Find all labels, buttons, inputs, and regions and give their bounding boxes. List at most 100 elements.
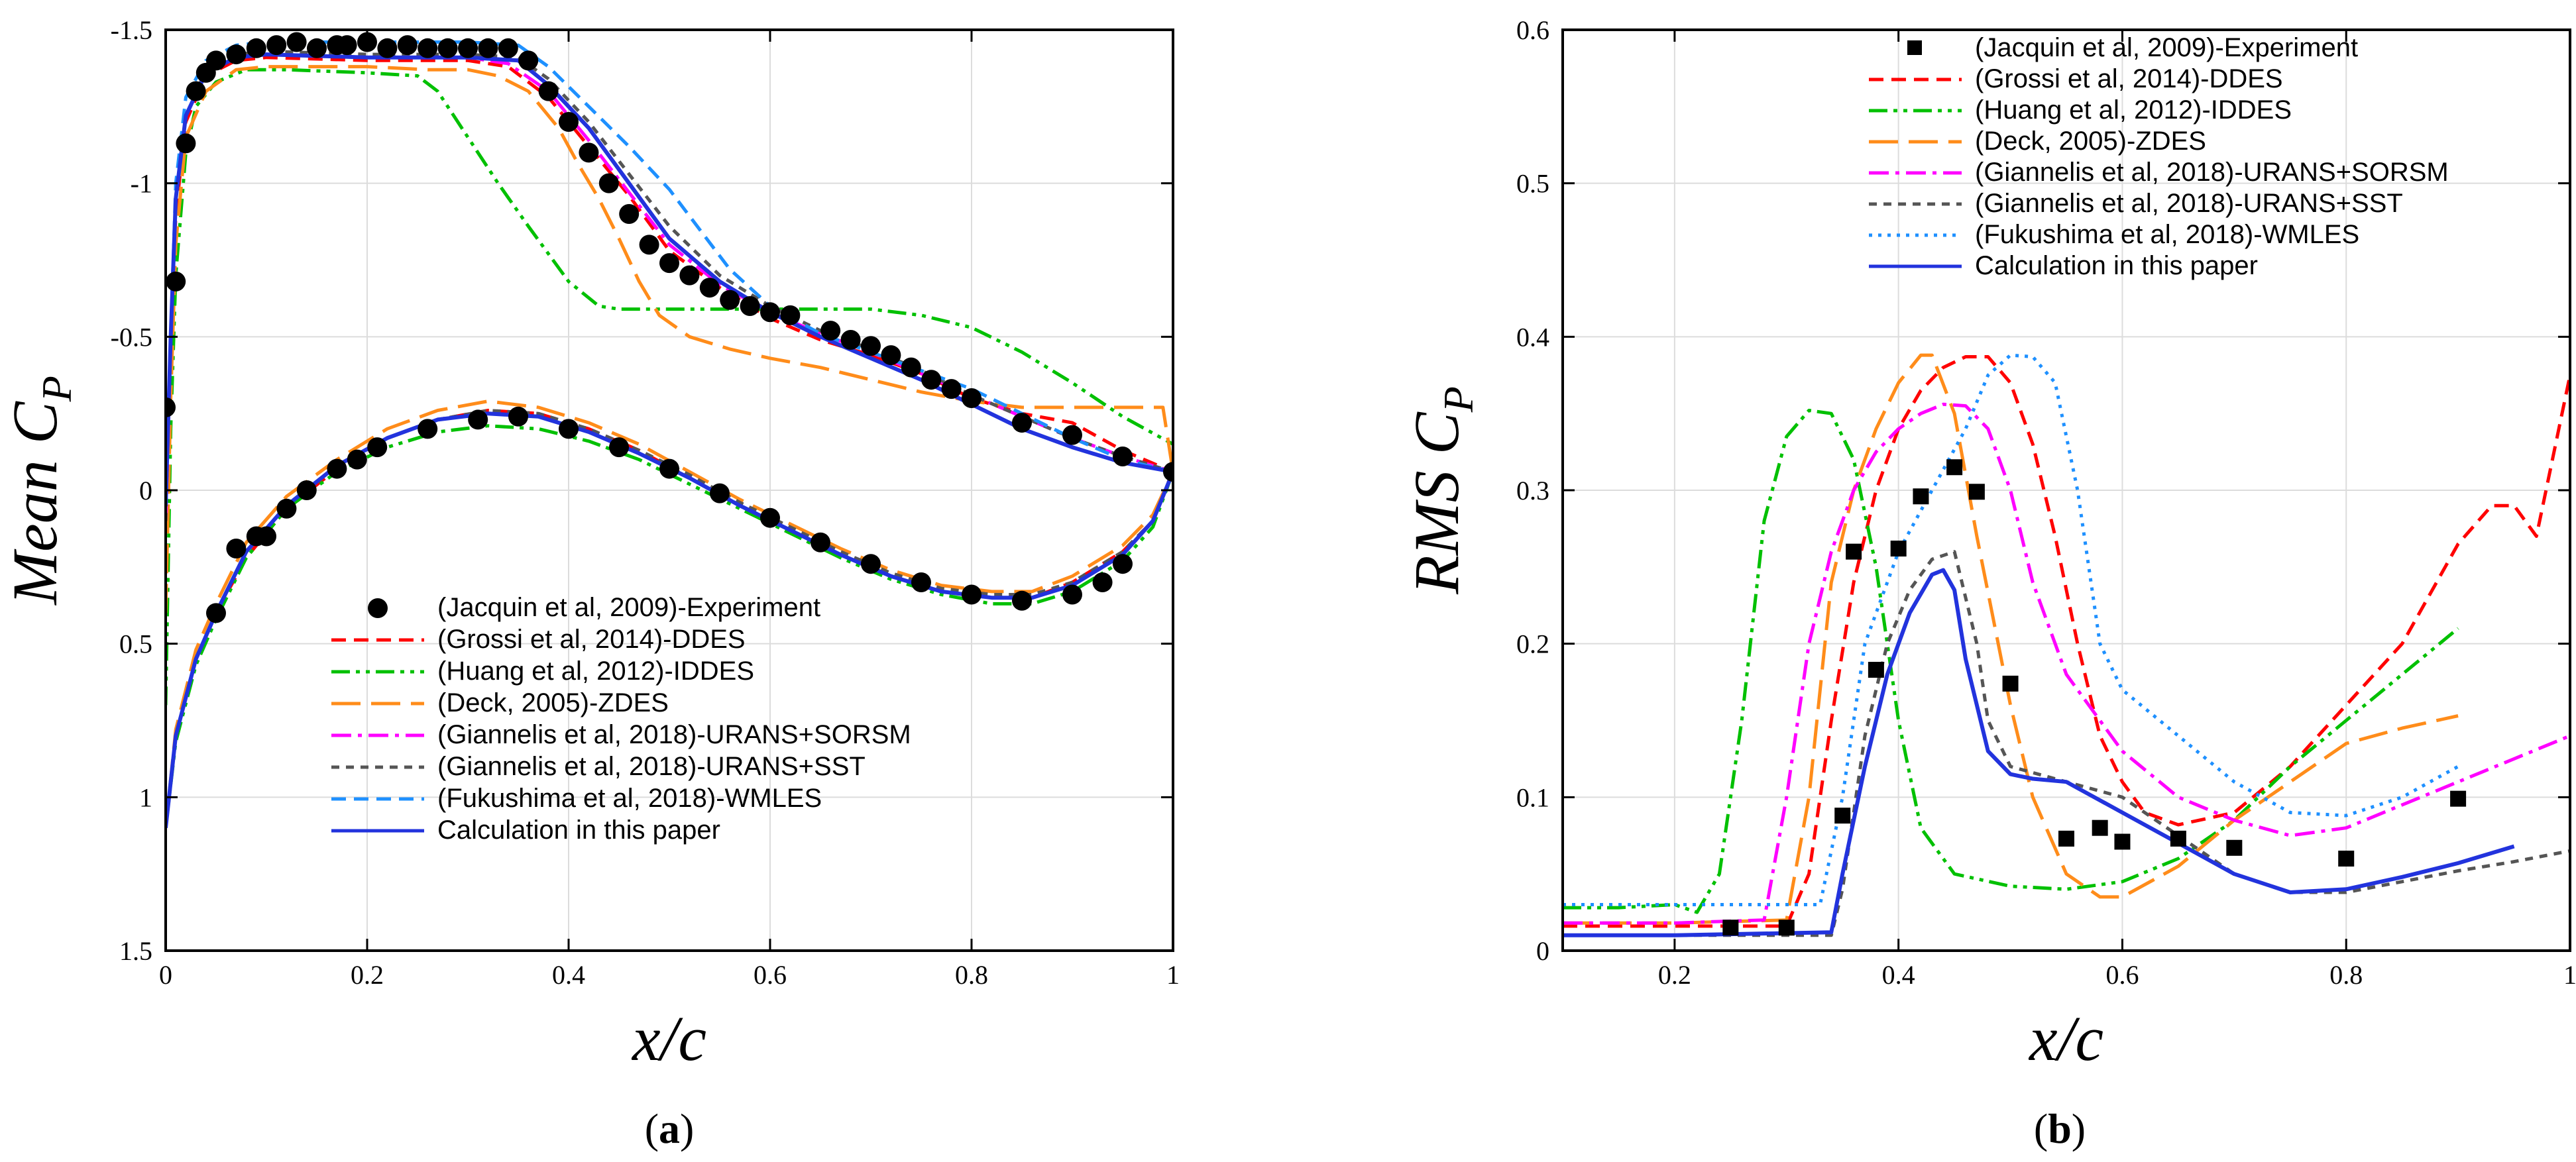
legend-entry: (Grossi et al, 2014)-DDES xyxy=(331,625,746,654)
data-point-marker xyxy=(337,35,357,56)
data-point-marker xyxy=(518,50,539,71)
y-tick-label: 0 xyxy=(139,476,152,505)
x-tick-label: 1 xyxy=(2563,960,2576,990)
data-point-marker xyxy=(468,409,488,430)
data-point-marker xyxy=(1890,541,1907,557)
data-point-marker xyxy=(760,507,780,528)
data-point-marker xyxy=(840,329,861,350)
data-point-marker xyxy=(1012,413,1032,433)
x-tick-label: 0.6 xyxy=(2105,960,2139,990)
y-tick-label: 0.3 xyxy=(1516,476,1549,505)
legend-label: (Deck, 2005)-ZDES xyxy=(437,688,669,717)
data-point-marker xyxy=(2338,851,2355,867)
data-point-marker xyxy=(357,32,377,52)
data-point-marker xyxy=(1012,590,1032,611)
legend-label: (Huang et al, 2012)-IDDES xyxy=(1975,95,2292,125)
data-point-marker xyxy=(659,253,679,274)
data-point-marker xyxy=(246,38,266,58)
legend-label: (Fukushima et al, 2018)-WMLES xyxy=(437,784,822,813)
series-line xyxy=(166,49,1173,521)
legend-label: (Giannelis et al, 2018)-URANS+SORSM xyxy=(1975,158,2449,187)
data-point-marker xyxy=(2058,830,2074,847)
data-point-marker xyxy=(186,81,206,101)
data-point-marker xyxy=(226,539,247,559)
data-point-marker xyxy=(921,370,942,390)
y-tick-label: -1.5 xyxy=(111,15,152,45)
data-point-marker xyxy=(1968,484,1985,500)
legend-label: (Fukushima et al, 2018)-WMLES xyxy=(1975,220,2359,249)
y-tick-label: 0 xyxy=(1536,936,1549,966)
x-tick-label: 0.2 xyxy=(1658,960,1691,990)
legend-marker xyxy=(368,598,388,618)
legend-entry: (Jacquin et al, 2009)-Experiment xyxy=(1907,33,2358,62)
data-point-marker xyxy=(508,406,528,427)
data-point-marker xyxy=(266,35,287,56)
x-tick-label: 0.4 xyxy=(552,960,585,990)
y-tick-label: -1 xyxy=(131,169,152,199)
data-point-marker xyxy=(256,526,276,547)
legend-entry: Calculation in this paper xyxy=(331,816,720,845)
panel-a-mean-cp: 0 0.2 0.4 0.6 0.8 1 -1.5 -1 -0.5 0 0.5 1 1.5 x/c Mean … xyxy=(0,15,1180,1152)
legend-entry: (Fukushima et al, 2018)-WMLES xyxy=(1869,220,2359,249)
data-point-marker xyxy=(418,419,438,439)
data-point-marker xyxy=(1846,543,1862,560)
data-point-marker xyxy=(166,397,176,417)
data-point-marker xyxy=(901,357,921,378)
data-point-marker xyxy=(377,38,398,58)
data-point-marker xyxy=(1946,459,1963,476)
series-line xyxy=(1563,550,2570,937)
series-line xyxy=(166,424,1173,828)
legend-entry: (Deck, 2005)-ZDES xyxy=(1869,127,2206,156)
series-line xyxy=(1563,353,2459,925)
data-point-marker xyxy=(2170,830,2186,847)
series-line xyxy=(1563,402,2570,925)
data-point-marker xyxy=(559,419,579,439)
data-point-marker xyxy=(679,265,700,286)
data-point-marker xyxy=(176,133,196,154)
series-line xyxy=(166,409,1173,828)
data-point-marker xyxy=(740,296,760,316)
data-point-marker xyxy=(699,278,720,298)
data-point-marker xyxy=(811,532,830,553)
data-point-marker xyxy=(559,112,579,132)
y-tick-label: 0.4 xyxy=(1516,322,1549,352)
data-point-marker xyxy=(458,38,478,58)
data-point-marker xyxy=(1722,920,1739,936)
data-point-marker xyxy=(437,38,458,58)
data-point-marker xyxy=(911,572,931,592)
y-tick-label: 0.6 xyxy=(1516,15,1549,45)
data-point-marker xyxy=(206,50,226,71)
legend-entry: Calculation in this paper xyxy=(1869,251,2258,280)
data-point-marker xyxy=(2450,790,2467,807)
data-point-marker xyxy=(720,290,740,310)
legend-label: (Jacquin et al, 2009)-Experiment xyxy=(1975,33,2358,62)
data-point-marker xyxy=(397,35,418,56)
data-point-marker xyxy=(1778,920,1795,936)
data-point-marker xyxy=(1163,462,1173,482)
data-point-marker xyxy=(296,480,317,500)
legend-entry: (Jacquin et al, 2009)-Experiment xyxy=(368,593,820,622)
data-point-marker xyxy=(598,173,619,193)
legend-entry: (Fukushima et al, 2018)-WMLES xyxy=(331,784,822,813)
legend-label: (Giannelis et al, 2018)-URANS+SST xyxy=(1975,189,2403,218)
x-axis-title: x/c xyxy=(2028,1003,2103,1074)
data-point-marker xyxy=(478,38,498,58)
data-point-marker xyxy=(1834,808,1851,824)
x-tick-label: 0.6 xyxy=(754,960,787,990)
series-line xyxy=(166,399,1173,828)
series-line xyxy=(166,65,1173,613)
series-line xyxy=(166,52,1173,521)
data-point-marker xyxy=(286,32,307,52)
data-point-marker xyxy=(820,321,841,341)
data-point-marker xyxy=(659,458,679,479)
data-point-marker xyxy=(962,388,981,408)
legend-label: Calculation in this paper xyxy=(1975,251,2258,280)
data-point-marker xyxy=(1868,662,1884,678)
x-tick-label: 0 xyxy=(159,960,172,990)
y-axis-title: Mean CP xyxy=(0,376,80,606)
series-line xyxy=(166,40,1173,506)
legend-label: (Grossi et al, 2014)-DDES xyxy=(437,625,746,654)
data-point-marker xyxy=(276,498,297,519)
